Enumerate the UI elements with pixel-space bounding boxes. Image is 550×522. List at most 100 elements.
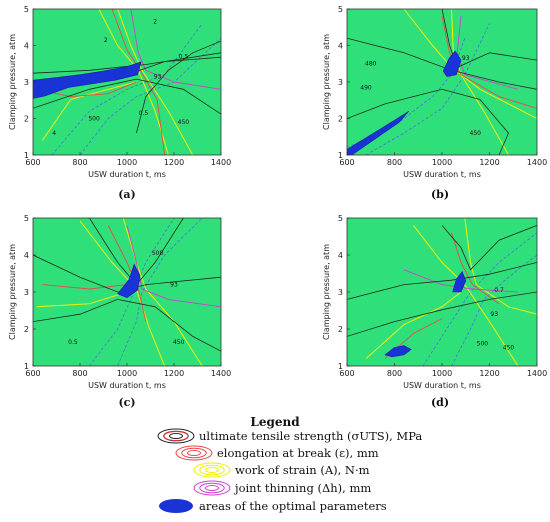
y-tick-label: 3 <box>24 288 29 297</box>
x-tick-label: 800 <box>387 369 402 378</box>
contour-lines: 480 93 450 490 <box>347 9 537 155</box>
legend-swatch <box>181 447 207 459</box>
legend-label: joint thinning (Δh), mm <box>233 481 371 495</box>
y-tick-label: 4 <box>24 251 29 260</box>
legend-label: elongation at break (ε), mm <box>217 446 379 460</box>
y-tick-label: 4 <box>338 42 343 51</box>
contour-label: 2 <box>153 19 157 26</box>
legend-title: Legend <box>250 415 300 429</box>
optimal-region <box>347 110 410 155</box>
contour-label: 450 <box>470 130 482 137</box>
x-tick-label: 600 <box>339 158 354 167</box>
y-tick-label: 2 <box>338 115 343 124</box>
legend-swatch <box>157 428 195 444</box>
y-axis-label: Clamping pressure, atm <box>8 34 17 130</box>
contour-lines: 2 2 93 0.5 500 0.5 450 4 <box>33 9 221 155</box>
x-tick-label: 800 <box>72 158 87 167</box>
contour-line <box>441 225 537 271</box>
contour-line <box>347 291 537 337</box>
contour-line <box>136 40 221 134</box>
y-tick-label: 4 <box>24 42 29 51</box>
legend-swatch <box>199 482 225 494</box>
y-tick-label: 1 <box>338 362 343 371</box>
y-tick-label: 3 <box>338 78 343 87</box>
contour-label: 4 <box>52 130 56 137</box>
x-tick-label: 1200 <box>479 369 499 378</box>
contour-label: 500 <box>88 115 100 122</box>
x-tick-label: 800 <box>72 369 87 378</box>
contour-label: 450 <box>173 339 185 346</box>
contour-label: 0.7 <box>494 287 504 294</box>
contour-line <box>456 16 519 90</box>
legend-swatch <box>205 484 219 492</box>
contour-line <box>36 291 128 308</box>
contour-label: 0.5 <box>179 53 189 60</box>
panel-label: (d) <box>431 396 449 409</box>
legend-item: areas of the optimal parameters <box>159 499 387 513</box>
x-tick-label: 600 <box>25 158 40 167</box>
contour-label: 500 <box>152 250 164 257</box>
legend-swatch <box>193 462 231 478</box>
x-tick-label: 1000 <box>432 158 452 167</box>
y-axis-label: Clamping pressure, atm <box>322 34 331 130</box>
contour-label: 2 <box>104 37 108 44</box>
chart-panel-3: 93 450 0.5 500 600 800 1000 1200 1400 1 2 3 4 5 USW du… <box>8 214 231 409</box>
contour-line <box>347 88 509 155</box>
contour-line <box>117 218 203 366</box>
contour-label: 93 <box>462 55 470 62</box>
contour-label: 450 <box>178 119 190 126</box>
contour-line <box>33 254 221 293</box>
contour-line <box>130 9 221 90</box>
contour-line <box>89 218 175 366</box>
contour-label: 93 <box>154 73 162 80</box>
y-tick-label: 5 <box>24 5 29 14</box>
legend-item: ultimate tensile strength (σUTS), MPa <box>157 428 422 444</box>
y-tick-label: 4 <box>338 251 343 260</box>
contour-line <box>451 232 500 305</box>
legend-swatch <box>175 445 213 461</box>
y-tick-label: 1 <box>24 151 29 160</box>
x-tick-label: 1400 <box>211 369 231 378</box>
contour-line <box>441 16 537 109</box>
x-tick-label: 1000 <box>432 369 452 378</box>
y-tick-label: 1 <box>24 362 29 371</box>
legend-item: work of strain (A), N·m <box>193 462 370 478</box>
y-tick-label: 2 <box>338 325 343 334</box>
x-tick-label: 1000 <box>117 158 137 167</box>
contour-line <box>79 37 221 155</box>
contour-label: 480 <box>365 61 377 68</box>
contour-label: 0.5 <box>68 339 78 346</box>
y-tick-label: 2 <box>24 115 29 124</box>
legend-swatch <box>159 499 193 513</box>
legend-swatch <box>199 464 225 476</box>
x-axis-label: USW duration t, ms <box>403 170 481 179</box>
contour-line <box>51 23 203 155</box>
contour-line <box>464 218 537 315</box>
x-tick-label: 600 <box>25 369 40 378</box>
x-axis-label: USW duration t, ms <box>403 381 481 390</box>
legend-swatch <box>169 432 183 440</box>
x-tick-label: 800 <box>387 158 402 167</box>
x-axis-label: USW duration t, ms <box>88 170 166 179</box>
x-tick-label: 1200 <box>164 369 184 378</box>
contour-label: 450 <box>503 344 515 351</box>
y-tick-label: 2 <box>24 325 29 334</box>
x-tick-label: 1200 <box>479 158 499 167</box>
legend-item: joint thinning (Δh), mm <box>193 480 371 496</box>
contour-line <box>42 284 128 290</box>
legend-label: ultimate tensile strength (σUTS), MPa <box>199 429 422 443</box>
optimal-region <box>33 61 142 99</box>
panel-label: (b) <box>431 188 449 201</box>
x-tick-label: 600 <box>339 369 354 378</box>
contour-line <box>451 254 537 366</box>
contour-label: 500 <box>477 341 489 348</box>
legend-swatch <box>205 466 219 474</box>
chart-panel-4: 0.7 93 500 450 600 800 1000 1200 1400 1 2 3 4 5 USW du… <box>322 214 547 409</box>
legend-label: areas of the optimal parameters <box>199 499 387 513</box>
legend-swatch <box>163 431 189 441</box>
contour-line <box>33 52 221 74</box>
contour-lines: 93 450 0.5 500 <box>33 218 221 366</box>
y-tick-label: 5 <box>338 5 343 14</box>
